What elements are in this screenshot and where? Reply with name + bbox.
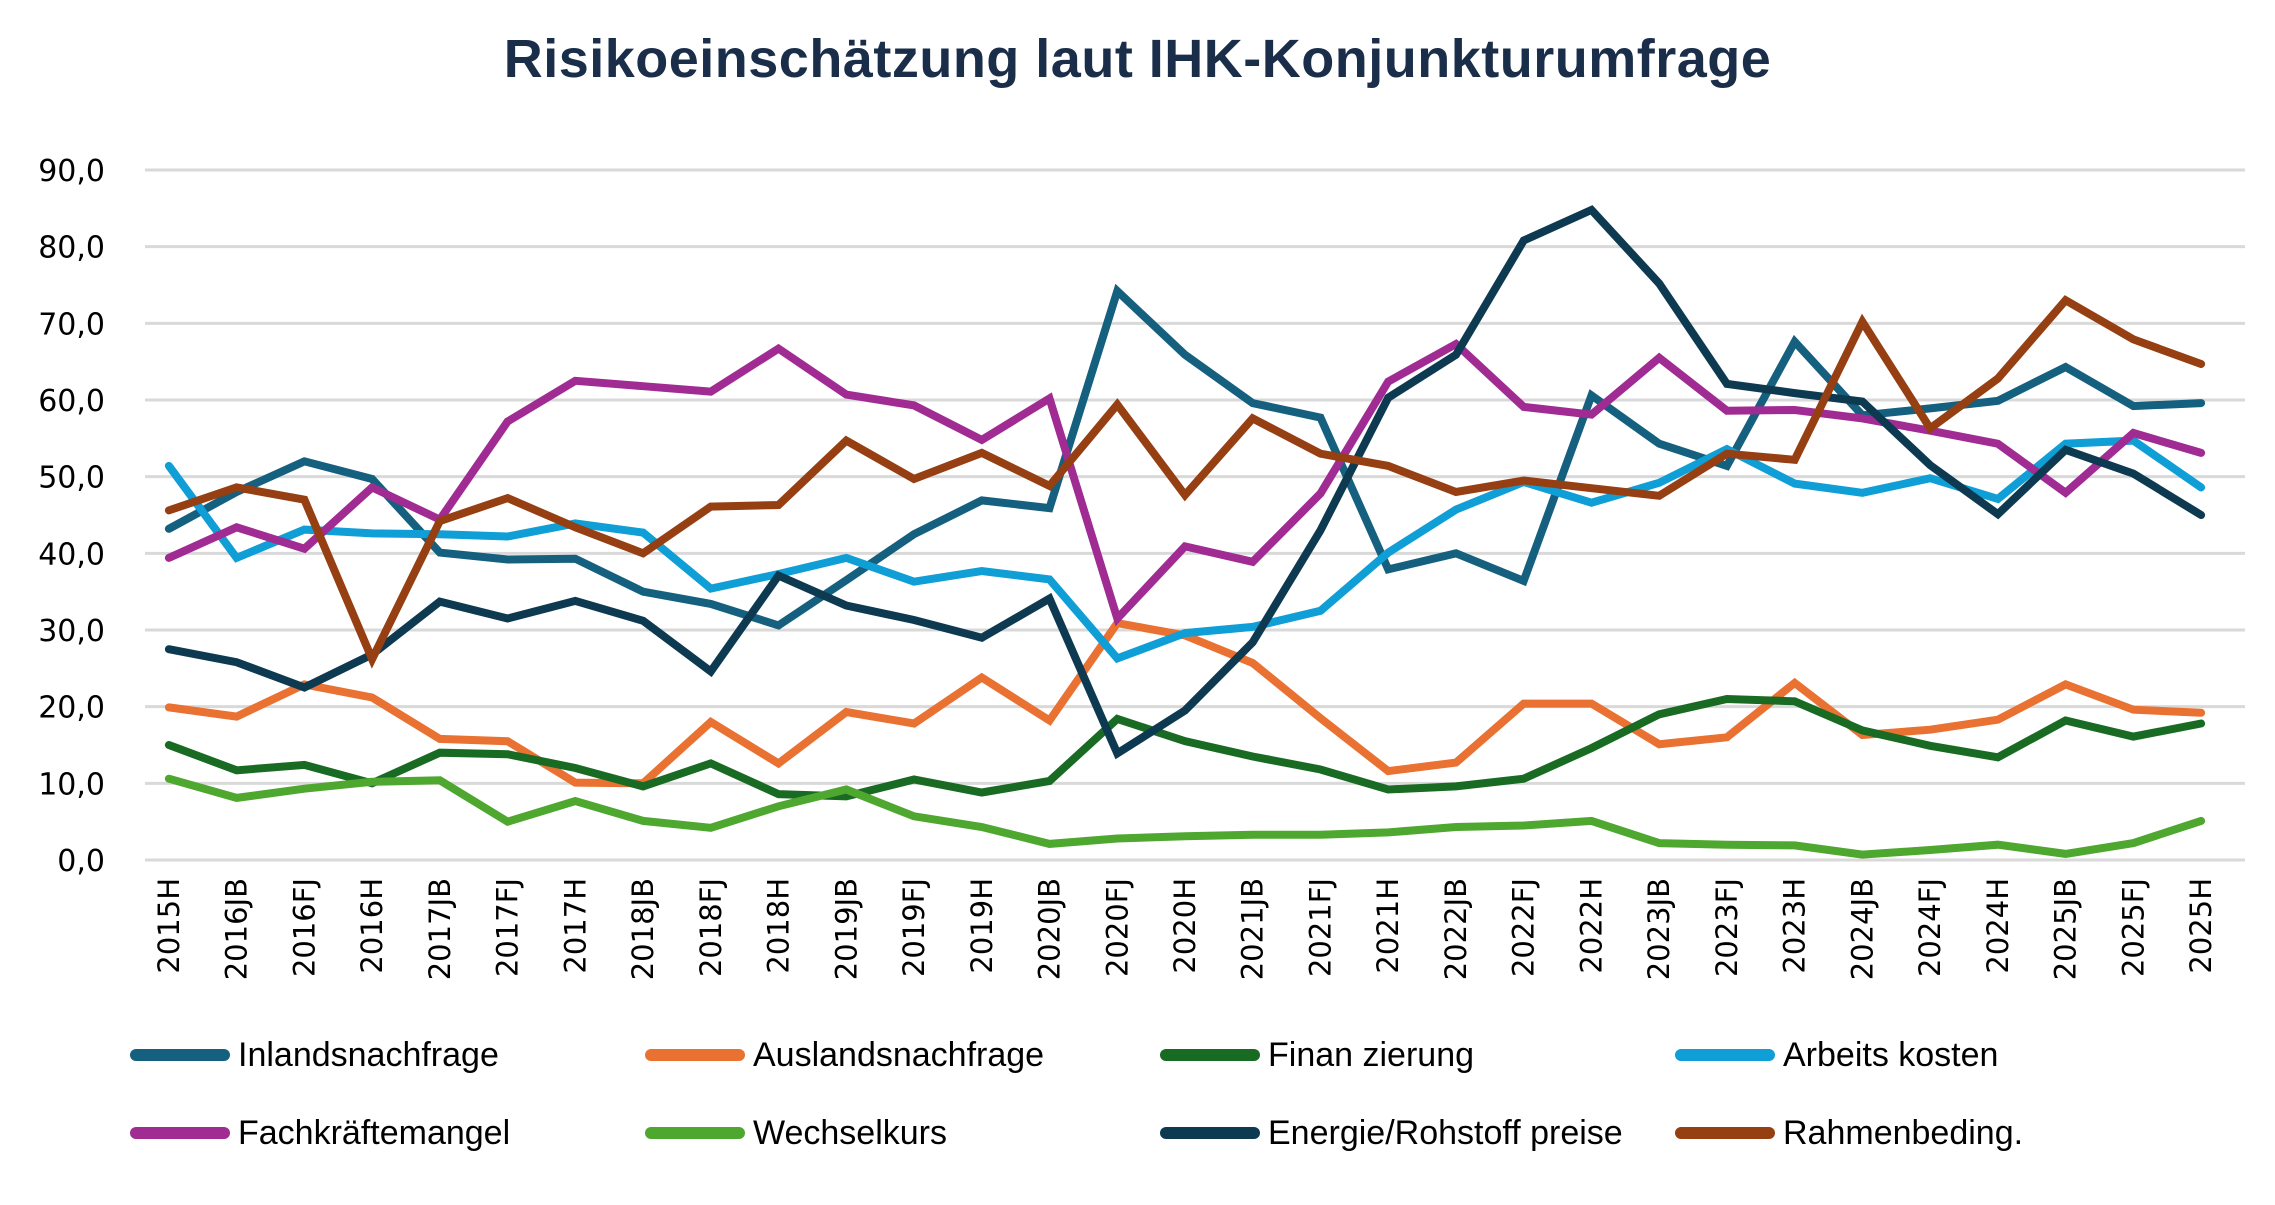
series-lines [164, 205, 2206, 859]
x-tick-label: 2024FJ [1913, 878, 1947, 977]
legend-label: Wechselkurs [753, 1113, 947, 1152]
x-tick-label: 2015H [152, 878, 186, 974]
x-tick-label: 2017H [558, 878, 592, 974]
x-tick-label: 2016FJ [287, 878, 321, 977]
legend-label: Rahmenbeding. [1783, 1113, 2024, 1152]
y-tick-label: 30,0 [38, 614, 105, 649]
series-line-arbeits-kosten [164, 436, 2206, 664]
legend-item: Rahmenbeding. [1675, 1108, 2023, 1158]
legend-label: Arbeits kosten [1783, 1035, 1999, 1074]
series-line-auslandsnachfrage [164, 618, 2206, 788]
legend-swatch [1160, 1127, 1260, 1139]
y-tick-label: 70,0 [38, 307, 105, 342]
legend-label: Inlandsnachfrage [238, 1035, 499, 1074]
x-tick-label: 2021JB [1236, 878, 1270, 980]
x-tick-label: 2021H [1371, 878, 1405, 974]
x-tick-label: 2023JB [1642, 878, 1676, 980]
x-tick-label: 2022JB [1439, 878, 1473, 980]
legend-label: Finan zierung [1268, 1035, 1475, 1074]
series-line-finan-zierung [164, 694, 2206, 801]
series-line-wechselkurs [164, 774, 2206, 859]
legend-label: Energie/Rohstoff preise [1268, 1113, 1623, 1152]
legend-item: Wechselkurs [645, 1108, 947, 1158]
x-tick-label: 2021FJ [1303, 878, 1337, 977]
x-tick-label: 2024JB [1845, 878, 1879, 980]
x-tick-label: 2018H [762, 878, 796, 974]
legend-swatch [1160, 1049, 1260, 1061]
y-tick-label: 60,0 [38, 384, 105, 419]
gridlines [145, 168, 2245, 862]
legend-swatch [130, 1127, 230, 1139]
x-tick-label: 2025FJ [2116, 878, 2150, 977]
legend-label: Fachkräftemangel [238, 1113, 511, 1152]
series-line-rahmenbeding- [164, 295, 2206, 669]
y-tick-label: 0,0 [57, 844, 105, 879]
x-tick-label: 2019H [965, 878, 999, 974]
y-tick-label: 50,0 [38, 461, 105, 496]
y-axis: 0,0 10,0 20,0 30,0 40,0 50,0 60,0 70,0 80,0 90,0 [38, 154, 105, 879]
x-axis: 2015H 2016JB 2016FJ 2016H 2017JB 2017FJ 2017H 2… [152, 878, 2218, 980]
legend-swatch [1675, 1049, 1775, 1061]
legend-item: Fachkräftemangel [130, 1108, 510, 1158]
y-tick-label: 90,0 [38, 154, 105, 189]
x-tick-label: 2016H [355, 878, 389, 974]
series-line-inlandsnachfrage [164, 283, 2206, 630]
legend-item: Auslandsnachfrage [645, 1030, 1044, 1080]
x-tick-label: 2022H [1574, 878, 1608, 974]
y-tick-label: 20,0 [38, 691, 105, 726]
legend-item: Energie/Rohstoff preise [1160, 1108, 1623, 1158]
x-tick-label: 2016JB [220, 878, 254, 980]
legend-swatch [645, 1049, 745, 1061]
x-tick-label: 2025JB [2049, 878, 2083, 980]
x-tick-label: 2023FJ [1710, 878, 1744, 977]
x-tick-label: 2024H [1981, 878, 2015, 974]
x-tick-label: 2018JB [626, 878, 660, 980]
chart-title: Risikoeinschätzung laut IHK-Konjunkturum… [503, 29, 1772, 89]
x-tick-label: 2019JB [829, 878, 863, 980]
y-tick-label: 80,0 [38, 231, 105, 266]
series-line-fachkr-ftemangel [164, 339, 2206, 627]
legend-swatch [645, 1127, 745, 1139]
x-tick-label: 2022FJ [1507, 878, 1541, 977]
legend-swatch [1675, 1127, 1775, 1139]
y-tick-label: 10,0 [38, 767, 105, 802]
legend-label: Auslandsnachfrage [753, 1035, 1045, 1074]
x-tick-label: 2019FJ [897, 878, 931, 977]
x-tick-label: 2020FJ [1100, 878, 1134, 977]
legend-item: Finan zierung [1160, 1030, 1474, 1080]
x-tick-label: 2020H [1168, 878, 1202, 974]
x-tick-label: 2025H [2184, 878, 2218, 974]
legend-swatch [130, 1049, 230, 1061]
legend-item: Inlandsnachfrage [130, 1030, 499, 1080]
x-tick-label: 2018FJ [694, 878, 728, 977]
series-line-energie-rohstoff-preise [164, 205, 2206, 760]
x-tick-label: 2017FJ [491, 878, 525, 977]
legend-item: Arbeits kosten [1675, 1030, 1998, 1080]
x-tick-label: 2023H [1778, 878, 1812, 974]
x-tick-label: 2017JB [423, 878, 457, 980]
x-tick-label: 2020JB [1033, 878, 1067, 980]
y-tick-label: 40,0 [38, 537, 105, 572]
